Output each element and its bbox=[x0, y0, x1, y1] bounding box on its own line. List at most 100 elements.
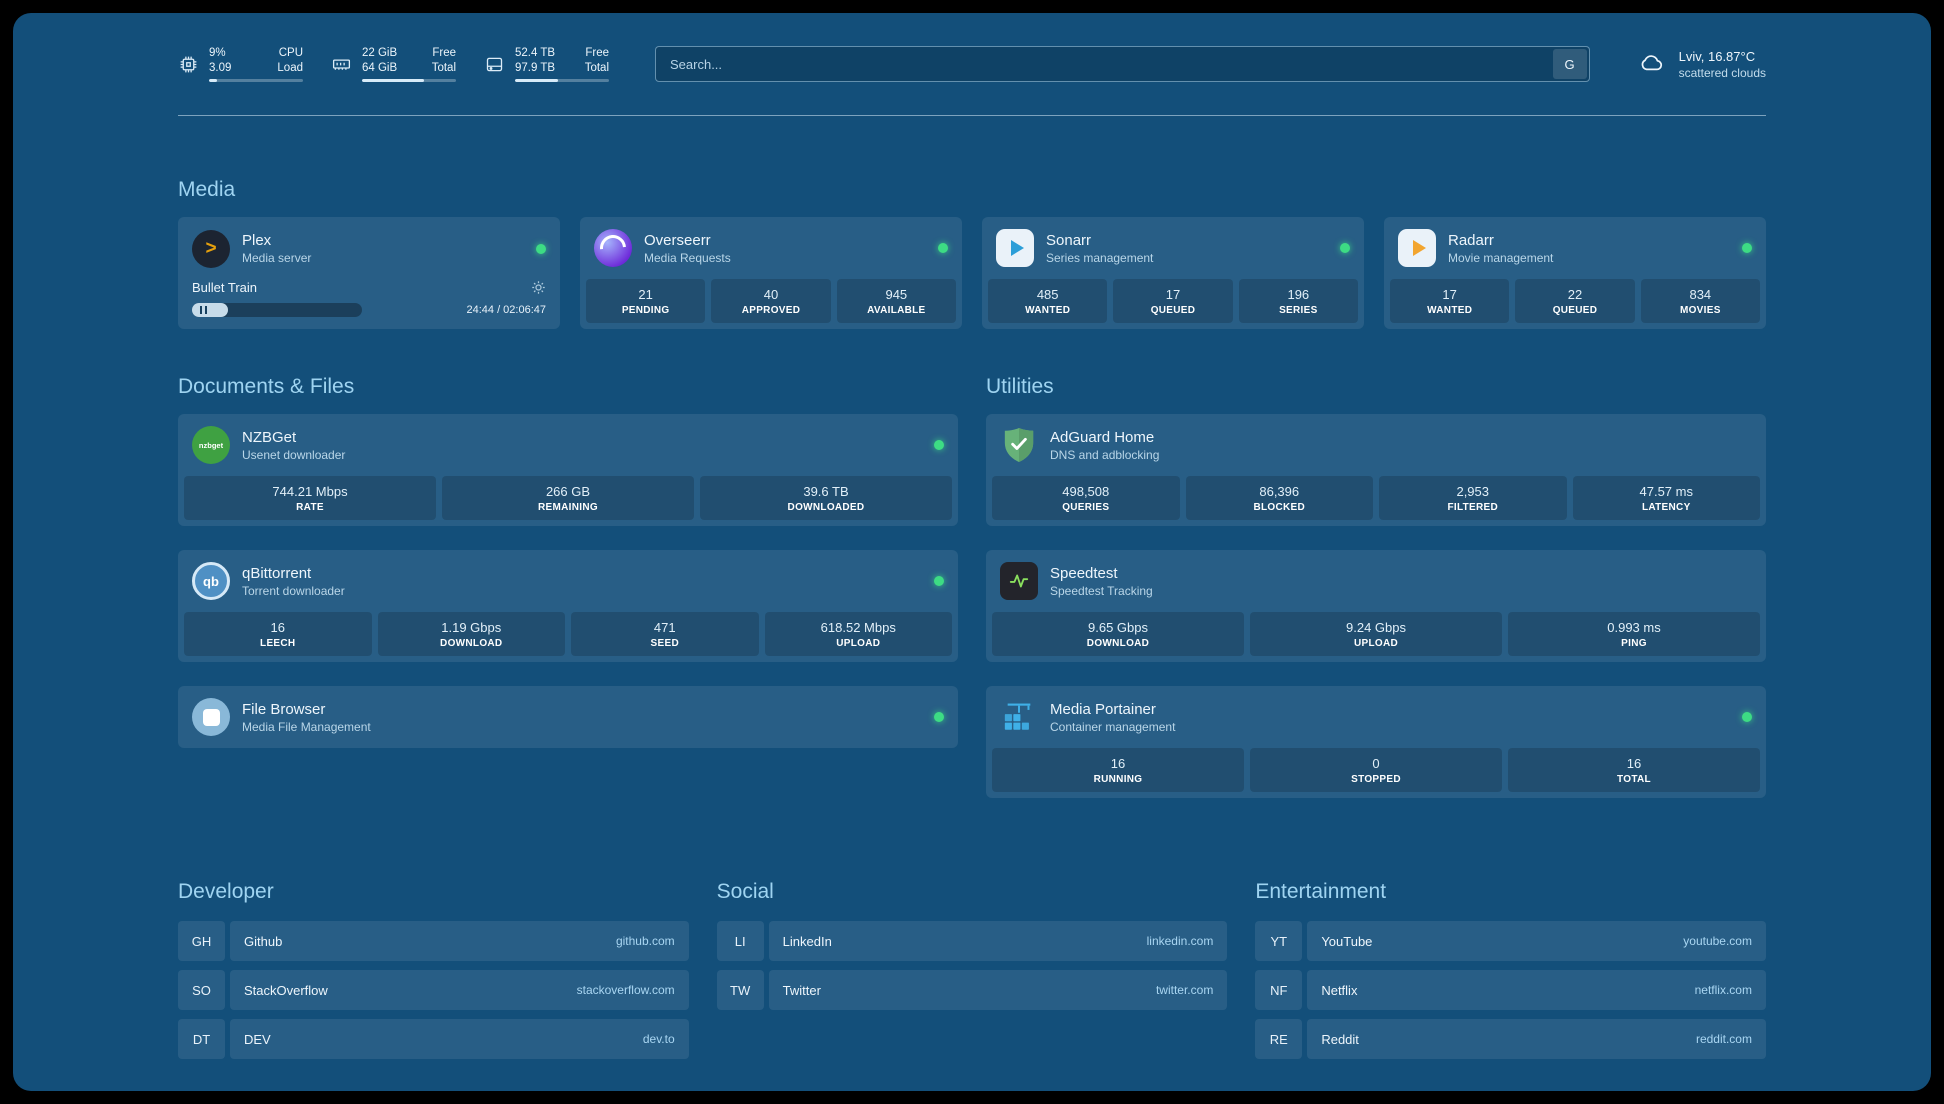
disk-widget: 52.4 TB Free 97.9 TB Total bbox=[484, 46, 609, 83]
stat-tile: 21 PENDING bbox=[586, 279, 706, 323]
stat-tile: 86,396 BLOCKED bbox=[1185, 476, 1373, 520]
stat-tile: 9.24 Gbps UPLOAD bbox=[1250, 612, 1502, 656]
service-card-portainer[interactable]: Media Portainer Container management 16 R… bbox=[986, 686, 1766, 798]
service-card-qbittorrent[interactable]: qb qBittorrent Torrent downloader 16 LEEC… bbox=[178, 550, 958, 662]
stat-label: AVAILABLE bbox=[867, 305, 926, 316]
section-media: Media > Plex Media server Bullet Train bbox=[178, 178, 1766, 329]
bookmark-netflix[interactable]: NF Netflix netflix.com bbox=[1255, 970, 1766, 1010]
bookmark-group-social: Social LI LinkedIn linkedin.com TW Twitt… bbox=[716, 880, 1228, 1068]
weather-condition: scattered clouds bbox=[1678, 65, 1766, 80]
cpu-usage-bar bbox=[209, 79, 303, 83]
bookmark-linkedin[interactable]: LI LinkedIn linkedin.com bbox=[716, 921, 1228, 961]
bookmark-url: dev.to bbox=[642, 1032, 675, 1046]
bookmark-url: reddit.com bbox=[1695, 1032, 1752, 1046]
stat-value: 86,396 bbox=[1259, 484, 1300, 499]
service-card-nzbget[interactable]: nzbget NZBGet Usenet downloader 744.21 M… bbox=[178, 414, 958, 526]
service-name: Sonarr bbox=[1046, 231, 1092, 249]
service-description: Torrent downloader bbox=[242, 583, 345, 598]
status-dot bbox=[938, 243, 948, 253]
memory-icon bbox=[331, 54, 352, 75]
bookmark-twitter[interactable]: TW Twitter twitter.com bbox=[716, 970, 1228, 1010]
section-documents: Documents & Files nzbget NZBGet Usenet d… bbox=[178, 375, 958, 822]
bookmark-url: github.com bbox=[615, 934, 675, 948]
service-description: Speedtest Tracking bbox=[1050, 583, 1153, 598]
stat-value: 17 bbox=[1165, 287, 1181, 302]
stat-tile: 744.21 Mbps RATE bbox=[184, 476, 436, 520]
stat-label: TOTAL bbox=[1617, 774, 1651, 785]
memory-total-label: Total bbox=[431, 62, 456, 74]
service-description: Usenet downloader bbox=[242, 447, 346, 462]
bookmark-url: stackoverflow.com bbox=[576, 983, 675, 997]
stat-tile: 16 RUNNING bbox=[992, 748, 1244, 792]
stat-label: REMAINING bbox=[538, 502, 598, 513]
service-card-plex[interactable]: > Plex Media server Bullet Train bbox=[178, 217, 560, 329]
bookmark-url: netflix.com bbox=[1694, 983, 1752, 997]
bookmark-youtube[interactable]: YT YouTube youtube.com bbox=[1255, 921, 1766, 961]
bookmark-abbr: YT bbox=[1255, 921, 1303, 961]
service-name: AdGuard Home bbox=[1050, 428, 1155, 446]
service-name: File Browser bbox=[242, 700, 326, 718]
gear-icon[interactable] bbox=[531, 280, 546, 295]
cpu-value: 9% bbox=[209, 46, 226, 59]
stat-tile: 196 SERIES bbox=[1238, 279, 1358, 323]
stat-value: 17 bbox=[1442, 287, 1457, 302]
bookmark-name: Reddit bbox=[1321, 1031, 1359, 1047]
section-title-documents: Documents & Files bbox=[178, 375, 355, 398]
service-description: Media server bbox=[242, 251, 312, 265]
stat-tile: 834 MOVIES bbox=[1640, 279, 1760, 323]
stat-value: 196 bbox=[1287, 287, 1310, 302]
service-card-speedtest[interactable]: Speedtest Speedtest Tracking 9.65 Gbps DO… bbox=[986, 550, 1766, 662]
search-input[interactable] bbox=[658, 56, 1553, 72]
memory-free-value: 22 GiB bbox=[362, 46, 398, 59]
memory-widget: 22 GiB Free 64 GiB Total bbox=[331, 46, 456, 83]
status-dot bbox=[1742, 243, 1752, 253]
system-stats: 9% CPU 3.09 Load 22 GiB Free 64 GiB Total bbox=[178, 46, 609, 83]
bookmark-stackoverflow[interactable]: SO StackOverflow stackoverflow.com bbox=[178, 970, 689, 1010]
bookmark-dev[interactable]: DT DEV dev.to bbox=[178, 1019, 689, 1059]
service-description: Series management bbox=[1046, 250, 1154, 265]
stat-tile: 498,508 QUERIES bbox=[992, 476, 1180, 520]
bookmark-url: linkedin.com bbox=[1146, 934, 1214, 948]
stat-tile: 40 APPROVED bbox=[711, 279, 831, 323]
disk-readout: 52.4 TB Free 97.9 TB Total bbox=[515, 46, 609, 83]
plex-icon: > bbox=[192, 229, 230, 268]
stat-value: 2,953 bbox=[1456, 484, 1490, 499]
bookmark-github[interactable]: GH Github github.com bbox=[178, 921, 689, 961]
stat-value: 266 GB bbox=[545, 484, 591, 499]
stat-tile: 2,953 FILTERED bbox=[1379, 476, 1567, 520]
stat-label: MOVIES bbox=[1679, 305, 1721, 316]
search-bar[interactable]: G bbox=[655, 46, 1590, 82]
bookmark-reddit[interactable]: RE Reddit reddit.com bbox=[1255, 1019, 1766, 1059]
bookmark-name: StackOverflow bbox=[244, 982, 328, 998]
service-card-radarr[interactable]: Radarr Movie management 17 WANTED 22 QUEUE… bbox=[1384, 217, 1766, 329]
stat-tile: 9.65 Gbps DOWNLOAD bbox=[992, 612, 1244, 656]
adguard-icon bbox=[1000, 426, 1038, 464]
service-card-filebrowser[interactable]: File Browser Media File Management bbox=[178, 686, 958, 748]
cpu-icon bbox=[178, 54, 199, 75]
dashboard-page: 9% CPU 3.09 Load 22 GiB Free 64 GiB Total bbox=[13, 13, 1931, 1091]
bookmark-abbr: SO bbox=[178, 970, 225, 1010]
stat-value: 0 bbox=[1372, 756, 1380, 771]
stat-tile: 485 WANTED bbox=[988, 279, 1108, 323]
service-description: DNS and adblocking bbox=[1050, 447, 1160, 462]
search-provider-button[interactable]: G bbox=[1552, 49, 1587, 79]
service-name: qBittorrent bbox=[242, 564, 312, 582]
weather-widget[interactable]: Lviv, 16.87°C scattered clouds bbox=[1636, 49, 1766, 80]
bookmark-body: Github github.com bbox=[230, 921, 689, 961]
service-card-sonarr[interactable]: Sonarr Series management 485 WANTED 17 QUE… bbox=[982, 217, 1364, 329]
bookmark-group-developer: Developer GH Github github.com SO StackO… bbox=[178, 880, 689, 1068]
bookmark-body: Twitter twitter.com bbox=[768, 970, 1228, 1010]
stat-value: 1.19 Gbps bbox=[441, 620, 502, 635]
stat-tile: 0.993 ms PING bbox=[1508, 612, 1760, 656]
memory-readout: 22 GiB Free 64 GiB Total bbox=[362, 46, 456, 83]
radarr-icon bbox=[1398, 229, 1436, 267]
service-card-adguard[interactable]: AdGuard Home DNS and adblocking 498,508 Q… bbox=[986, 414, 1766, 526]
cpu-label: CPU bbox=[278, 46, 303, 59]
bookmark-body: StackOverflow stackoverflow.com bbox=[230, 970, 689, 1010]
bookmark-name: Netflix bbox=[1321, 982, 1358, 998]
stat-value: 744.21 Mbps bbox=[272, 484, 348, 499]
service-card-overseerr[interactable]: Overseerr Media Requests 21 PENDING 40 APP… bbox=[580, 217, 962, 329]
pause-icon bbox=[200, 306, 207, 314]
disk-free-value: 52.4 TB bbox=[515, 46, 556, 59]
bookmarks: Developer GH Github github.com SO StackO… bbox=[178, 880, 1766, 1068]
